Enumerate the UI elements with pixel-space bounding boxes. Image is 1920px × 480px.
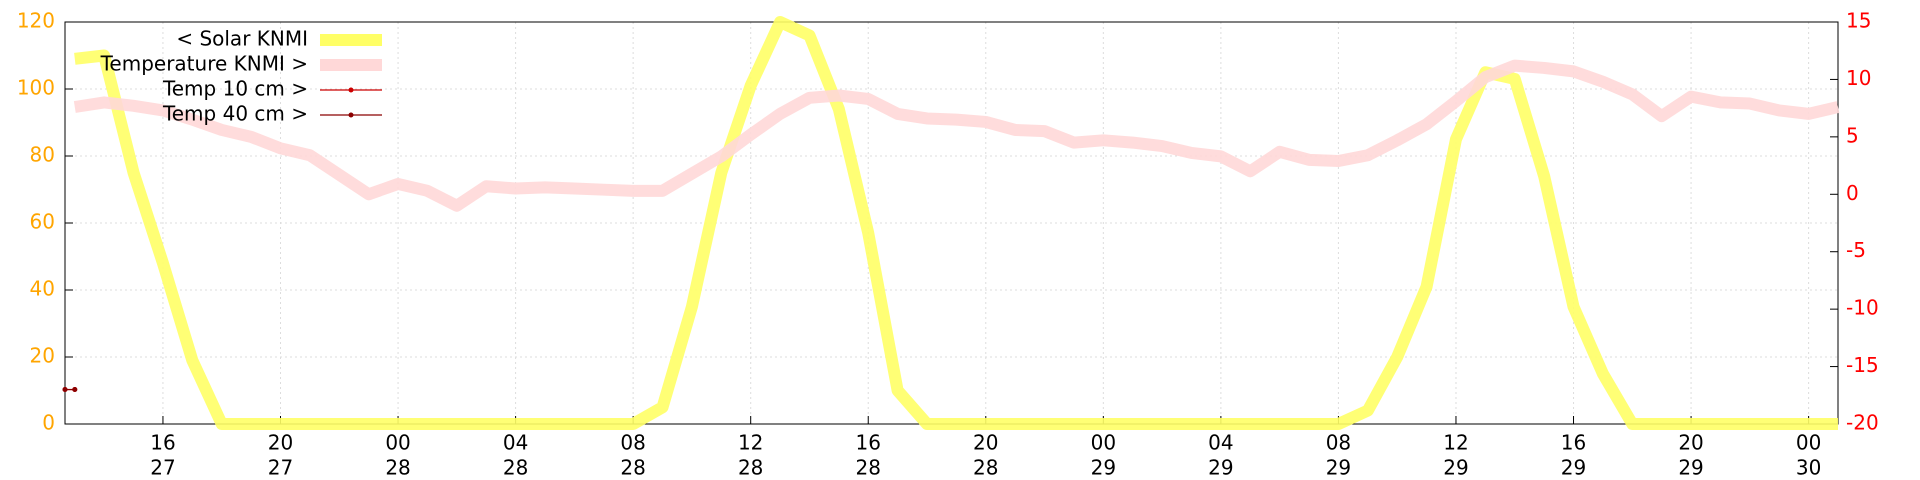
y-tick-label: 60	[30, 210, 55, 234]
x-tick-label: 16	[1561, 431, 1586, 455]
x-tick-label: 30	[1796, 456, 1821, 480]
y2-tick-label: -5	[1846, 238, 1866, 262]
x-tick-label: 29	[1208, 456, 1233, 480]
legend-label: < Solar KNMI	[176, 27, 308, 51]
x-tick-label: 08	[1326, 431, 1351, 455]
x-tick-label: 28	[738, 456, 763, 480]
y-tick-label: 120	[17, 9, 55, 33]
y-tick-label: 20	[30, 344, 55, 368]
x-tick-label: 04	[1208, 431, 1233, 455]
x-tick-label: 12	[738, 431, 763, 455]
x-tick-label: 12	[1443, 431, 1468, 455]
legend-label: Temp 10 cm >	[162, 77, 308, 101]
x-tick-label: 20	[268, 431, 293, 455]
series-line	[74, 16, 1838, 430]
x-tick-label: 00	[385, 431, 410, 455]
x-tick-label: 20	[973, 431, 998, 455]
x-tick-label: 28	[620, 456, 645, 480]
x-tick-label: 08	[620, 431, 645, 455]
x-tick-label: 29	[1443, 456, 1468, 480]
x-tick-label: 29	[1326, 456, 1351, 480]
x-tick-label: 28	[385, 456, 410, 480]
x-tick-label: 04	[503, 431, 528, 455]
x-tick-label: 20	[1678, 431, 1703, 455]
x-tick-label: 27	[268, 456, 293, 480]
y2-tick-label: 5	[1846, 123, 1859, 147]
x-tick-label: 16	[150, 431, 175, 455]
x-tick-label: 00	[1091, 431, 1116, 455]
x-tick-label: 28	[973, 456, 998, 480]
legend-label: Temp 40 cm >	[162, 102, 308, 126]
x-tick-label: 28	[503, 456, 528, 480]
x-tick-label: 27	[150, 456, 175, 480]
series-line	[73, 59, 1840, 212]
legend-marker	[348, 112, 354, 118]
y2-tick-label: -15	[1846, 353, 1879, 377]
y-tick-label: 80	[30, 143, 55, 167]
legend-marker	[348, 87, 354, 93]
legend-label: Temperature KNMI >	[100, 52, 308, 76]
x-tick-label: 28	[856, 456, 881, 480]
x-tick-label: 29	[1678, 456, 1703, 480]
y-tick-label: 40	[30, 277, 55, 301]
y2-tick-label: 0	[1846, 181, 1859, 205]
x-tick-label: 29	[1091, 456, 1116, 480]
y-tick-label: 100	[17, 76, 55, 100]
x-tick-label: 00	[1796, 431, 1821, 455]
y-tick-label: 0	[42, 411, 55, 435]
point	[72, 387, 78, 393]
y2-tick-label: -10	[1846, 296, 1879, 320]
y2-tick-label: -20	[1846, 411, 1879, 435]
y2-tick-label: 15	[1846, 9, 1871, 33]
x-tick-label: 29	[1561, 456, 1586, 480]
x-tick-label: 16	[856, 431, 881, 455]
point	[62, 387, 68, 393]
y2-tick-label: 10	[1846, 66, 1871, 90]
